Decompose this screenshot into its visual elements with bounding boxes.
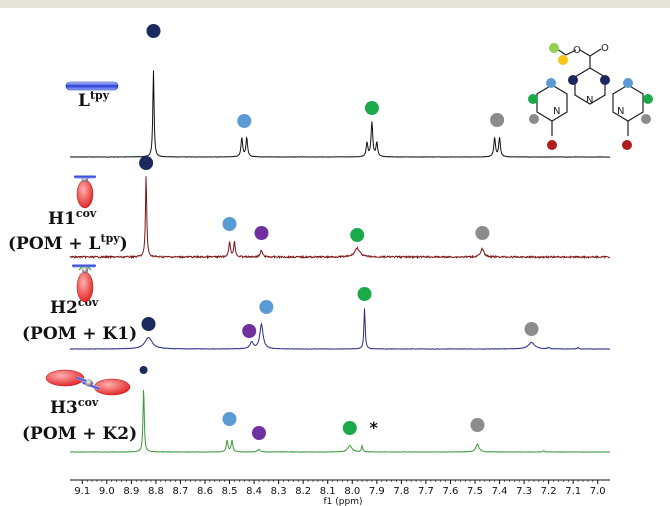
- h2-pom-icon: [72, 264, 96, 303]
- x-tick-label: 8.8: [148, 486, 164, 497]
- peak-marker-h3cov-gray: [470, 418, 485, 432]
- label-h3cov: H3cov: [50, 396, 99, 418]
- peak-marker-ltpy-gray: [490, 113, 505, 127]
- x-tick-label: 9.0: [99, 486, 115, 497]
- label-h1cov-composition: (POM + Ltpy): [8, 232, 128, 254]
- solvent-asterisk-annotation: *: [370, 418, 379, 437]
- x-tick-label: 7.9: [369, 486, 385, 497]
- x-tick-label: 8.6: [197, 486, 213, 497]
- x-tick-label: 7.1: [565, 486, 581, 497]
- label-h2cov: H2cov: [50, 296, 99, 318]
- peak-marker-h2cov-green: [357, 287, 372, 301]
- structure-proton-markers: [528, 43, 653, 150]
- x-tick-label: 8.9: [123, 486, 139, 497]
- peak-marker-h1cov-green: [350, 228, 365, 242]
- peak-marker-h1cov-navy: [139, 156, 154, 170]
- x-tick-label: 8.7: [173, 486, 189, 497]
- x-axis: 9.1 9.0 8.9 8.8 8.7 8.6 8.5 8.4 8.3 8.2 8.1 8.0 7.9 7…: [70, 479, 610, 497]
- peak-marker-h1cov-lightblue: [222, 217, 237, 231]
- peak-marker-h2cov-lightblue: [259, 300, 274, 314]
- x-tick-label: 7.3: [516, 486, 532, 497]
- peak-marker-h1cov-purple: [254, 226, 269, 240]
- top-decorative-bar: [0, 0, 670, 8]
- peak-marker-h3cov-purple: [252, 426, 266, 440]
- x-tick-label: 7.4: [492, 486, 508, 497]
- peak-marker-ltpy-green: [364, 101, 379, 115]
- peak-marker-ltpy-navy: [146, 24, 161, 38]
- atom-o-carbonyl: O: [601, 43, 609, 54]
- x-tick-label: 8.5: [222, 486, 238, 497]
- x-tick-label: 8.4: [246, 486, 262, 497]
- label-ltpy: Ltpy: [78, 89, 110, 111]
- x-tick-label: 7.7: [418, 486, 434, 497]
- atom-o-ester: O: [573, 45, 581, 56]
- peak-marker-h2cov-purple: [242, 324, 257, 338]
- spectra-group: [69, 70, 611, 453]
- peak-markers-group: *: [139, 24, 539, 440]
- x-tick-label: 7.8: [393, 486, 409, 497]
- peak-marker-ltpy-lightblue: [237, 114, 252, 128]
- x-tick-label: 9.1: [74, 486, 90, 497]
- h1-pom-icon: [74, 175, 96, 209]
- structure-atom-labels: O O N N N: [553, 43, 624, 117]
- peak-marker-h1cov-gray: [475, 226, 490, 240]
- peak-marker-h3cov-navy: [139, 366, 148, 374]
- ligand-bar-icon: [65, 81, 119, 91]
- x-tick-label: 8.1: [320, 486, 336, 497]
- atom-n-center: N: [586, 95, 593, 106]
- atom-n-left: N: [553, 106, 560, 117]
- x-tick-label: 7.6: [443, 486, 459, 497]
- x-axis-title: f1 (ppm): [324, 497, 363, 506]
- x-tick-label: 7.5: [467, 486, 483, 497]
- terpyridine-structure: [536, 48, 644, 136]
- spectrum-trace-ltpy: [69, 70, 611, 158]
- peak-marker-h3cov-green: [342, 421, 357, 435]
- atom-n-right: N: [617, 106, 624, 117]
- x-tick-label: 8.0: [344, 486, 360, 497]
- h3-pom-icon: [45, 369, 131, 396]
- label-h1cov: H1cov: [48, 207, 97, 229]
- spectrum-trace-h3cov: [69, 389, 611, 453]
- spectrum-trace-h2cov: [69, 308, 611, 350]
- peak-marker-h3cov-lightblue: [222, 412, 237, 426]
- peak-marker-h2cov-navy: [141, 317, 156, 331]
- spectrum-trace-h1cov: [69, 176, 611, 260]
- peak-marker-h2cov-gray: [524, 322, 539, 336]
- x-tick-label: 7.0: [590, 486, 606, 497]
- x-tick-label: 8.3: [271, 486, 287, 497]
- x-tick-label: 7.2: [541, 486, 557, 497]
- x-tick-label: 8.2: [295, 486, 311, 497]
- label-h2cov-composition: (POM + K1): [22, 324, 137, 344]
- label-h3cov-composition: (POM + K2): [22, 424, 137, 444]
